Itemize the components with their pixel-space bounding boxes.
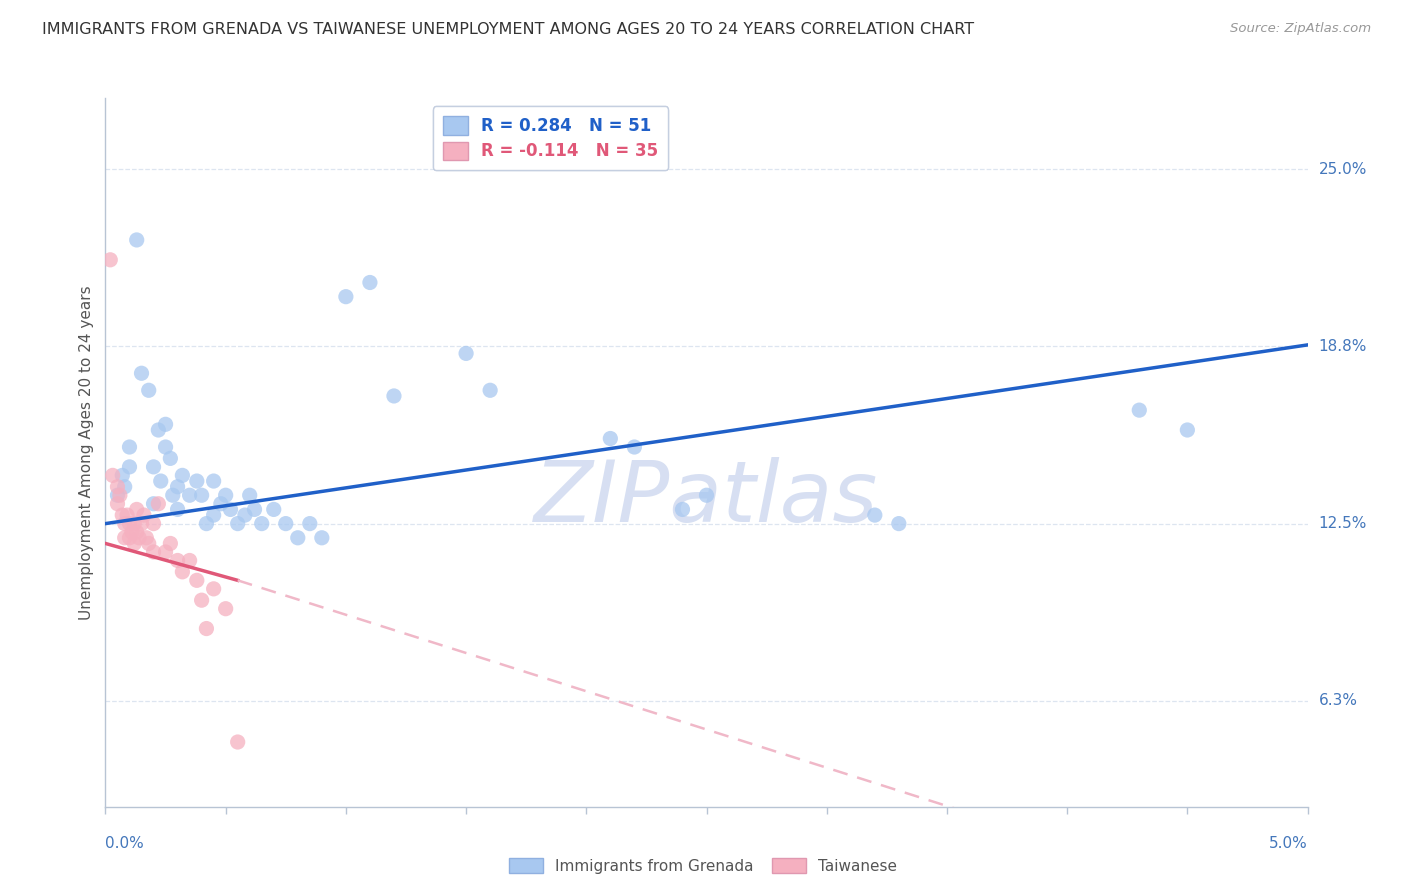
Point (214, 488, 236, 502)
Point (202, 508, 225, 522)
Point (479, 384, 502, 398)
Point (131, 516, 153, 531)
Point (118, 440, 141, 454)
Point (148, 423, 170, 437)
Point (107, 480, 129, 494)
Point (142, 459, 165, 474)
Point (195, 622, 218, 636)
Point (142, 516, 165, 531)
Point (1175, 423, 1198, 437)
Point (162, 488, 184, 502)
Point (107, 488, 129, 502)
Point (124, 516, 146, 531)
Text: 5.0%: 5.0% (1268, 836, 1308, 851)
Point (135, 531, 157, 545)
Point (335, 290, 357, 304)
Point (114, 531, 136, 545)
Text: Source: ZipAtlas.com: Source: ZipAtlas.com (1230, 22, 1371, 36)
Point (202, 582, 225, 596)
Point (186, 474, 208, 488)
Point (101, 468, 124, 483)
Point (166, 553, 188, 567)
Point (274, 516, 297, 531)
Point (186, 574, 208, 588)
Point (166, 502, 188, 516)
Point (456, 346, 478, 360)
Point (107, 497, 129, 511)
Point (148, 497, 170, 511)
Point (250, 516, 273, 531)
Point (124, 536, 146, 550)
Point (121, 525, 143, 540)
Point (311, 531, 333, 545)
Point (202, 474, 225, 488)
Point (172, 468, 194, 483)
Point (128, 531, 150, 545)
Point (179, 488, 201, 502)
Point (142, 497, 165, 511)
Point (243, 502, 266, 516)
Point (114, 480, 136, 494)
Text: 18.8%: 18.8% (1319, 339, 1367, 354)
Point (125, 233, 148, 247)
Text: IMMIGRANTS FROM GRENADA VS TAIWANESE UNEMPLOYMENT AMONG AGES 20 TO 24 YEARS CORR: IMMIGRANTS FROM GRENADA VS TAIWANESE UNE… (42, 22, 974, 37)
Text: ZIPatlas: ZIPatlas (534, 458, 879, 541)
Point (599, 432, 621, 446)
Point (1128, 403, 1150, 417)
Point (359, 276, 381, 290)
Point (118, 516, 141, 531)
Point (111, 468, 134, 483)
Y-axis label: Unemployment Among Ages 20 to 24 years: Unemployment Among Ages 20 to 24 years (79, 285, 94, 620)
Point (887, 516, 910, 531)
Point (155, 440, 177, 454)
Point (149, 474, 172, 488)
Point (219, 502, 242, 516)
Point (209, 497, 232, 511)
Point (190, 488, 212, 502)
Point (155, 417, 177, 432)
Point (159, 451, 181, 466)
Point (863, 508, 886, 522)
Point (114, 516, 136, 531)
Point (108, 488, 131, 502)
Point (195, 516, 218, 531)
Point (125, 502, 148, 516)
Point (623, 440, 645, 454)
Point (226, 735, 249, 749)
Point (382, 389, 405, 403)
Point (142, 545, 165, 559)
Point (287, 531, 309, 545)
Point (233, 508, 256, 522)
Point (138, 384, 160, 398)
Legend: Immigrants from Grenada, Taiwanese: Immigrants from Grenada, Taiwanese (503, 852, 903, 880)
Legend: R = 0.284   N = 51, R = -0.114   N = 35: R = 0.284 N = 51, R = -0.114 N = 35 (433, 106, 668, 170)
Point (155, 545, 177, 559)
Point (298, 516, 321, 531)
Point (172, 565, 194, 579)
Point (671, 502, 693, 516)
Point (111, 508, 134, 522)
Text: 6.3%: 6.3% (1319, 693, 1358, 708)
Point (190, 593, 212, 607)
Point (166, 480, 188, 494)
Point (263, 502, 285, 516)
Point (696, 488, 718, 502)
Point (98, 252, 121, 267)
Point (118, 531, 141, 545)
Point (115, 508, 138, 522)
Point (179, 553, 201, 567)
Text: 0.0%: 0.0% (105, 836, 145, 851)
Point (226, 516, 249, 531)
Point (214, 601, 236, 615)
Point (159, 536, 181, 550)
Point (239, 488, 262, 502)
Point (132, 508, 155, 522)
Text: 12.5%: 12.5% (1319, 516, 1367, 531)
Point (131, 366, 153, 380)
Point (125, 525, 148, 540)
Point (118, 459, 141, 474)
Text: 25.0%: 25.0% (1319, 161, 1367, 177)
Point (138, 536, 160, 550)
